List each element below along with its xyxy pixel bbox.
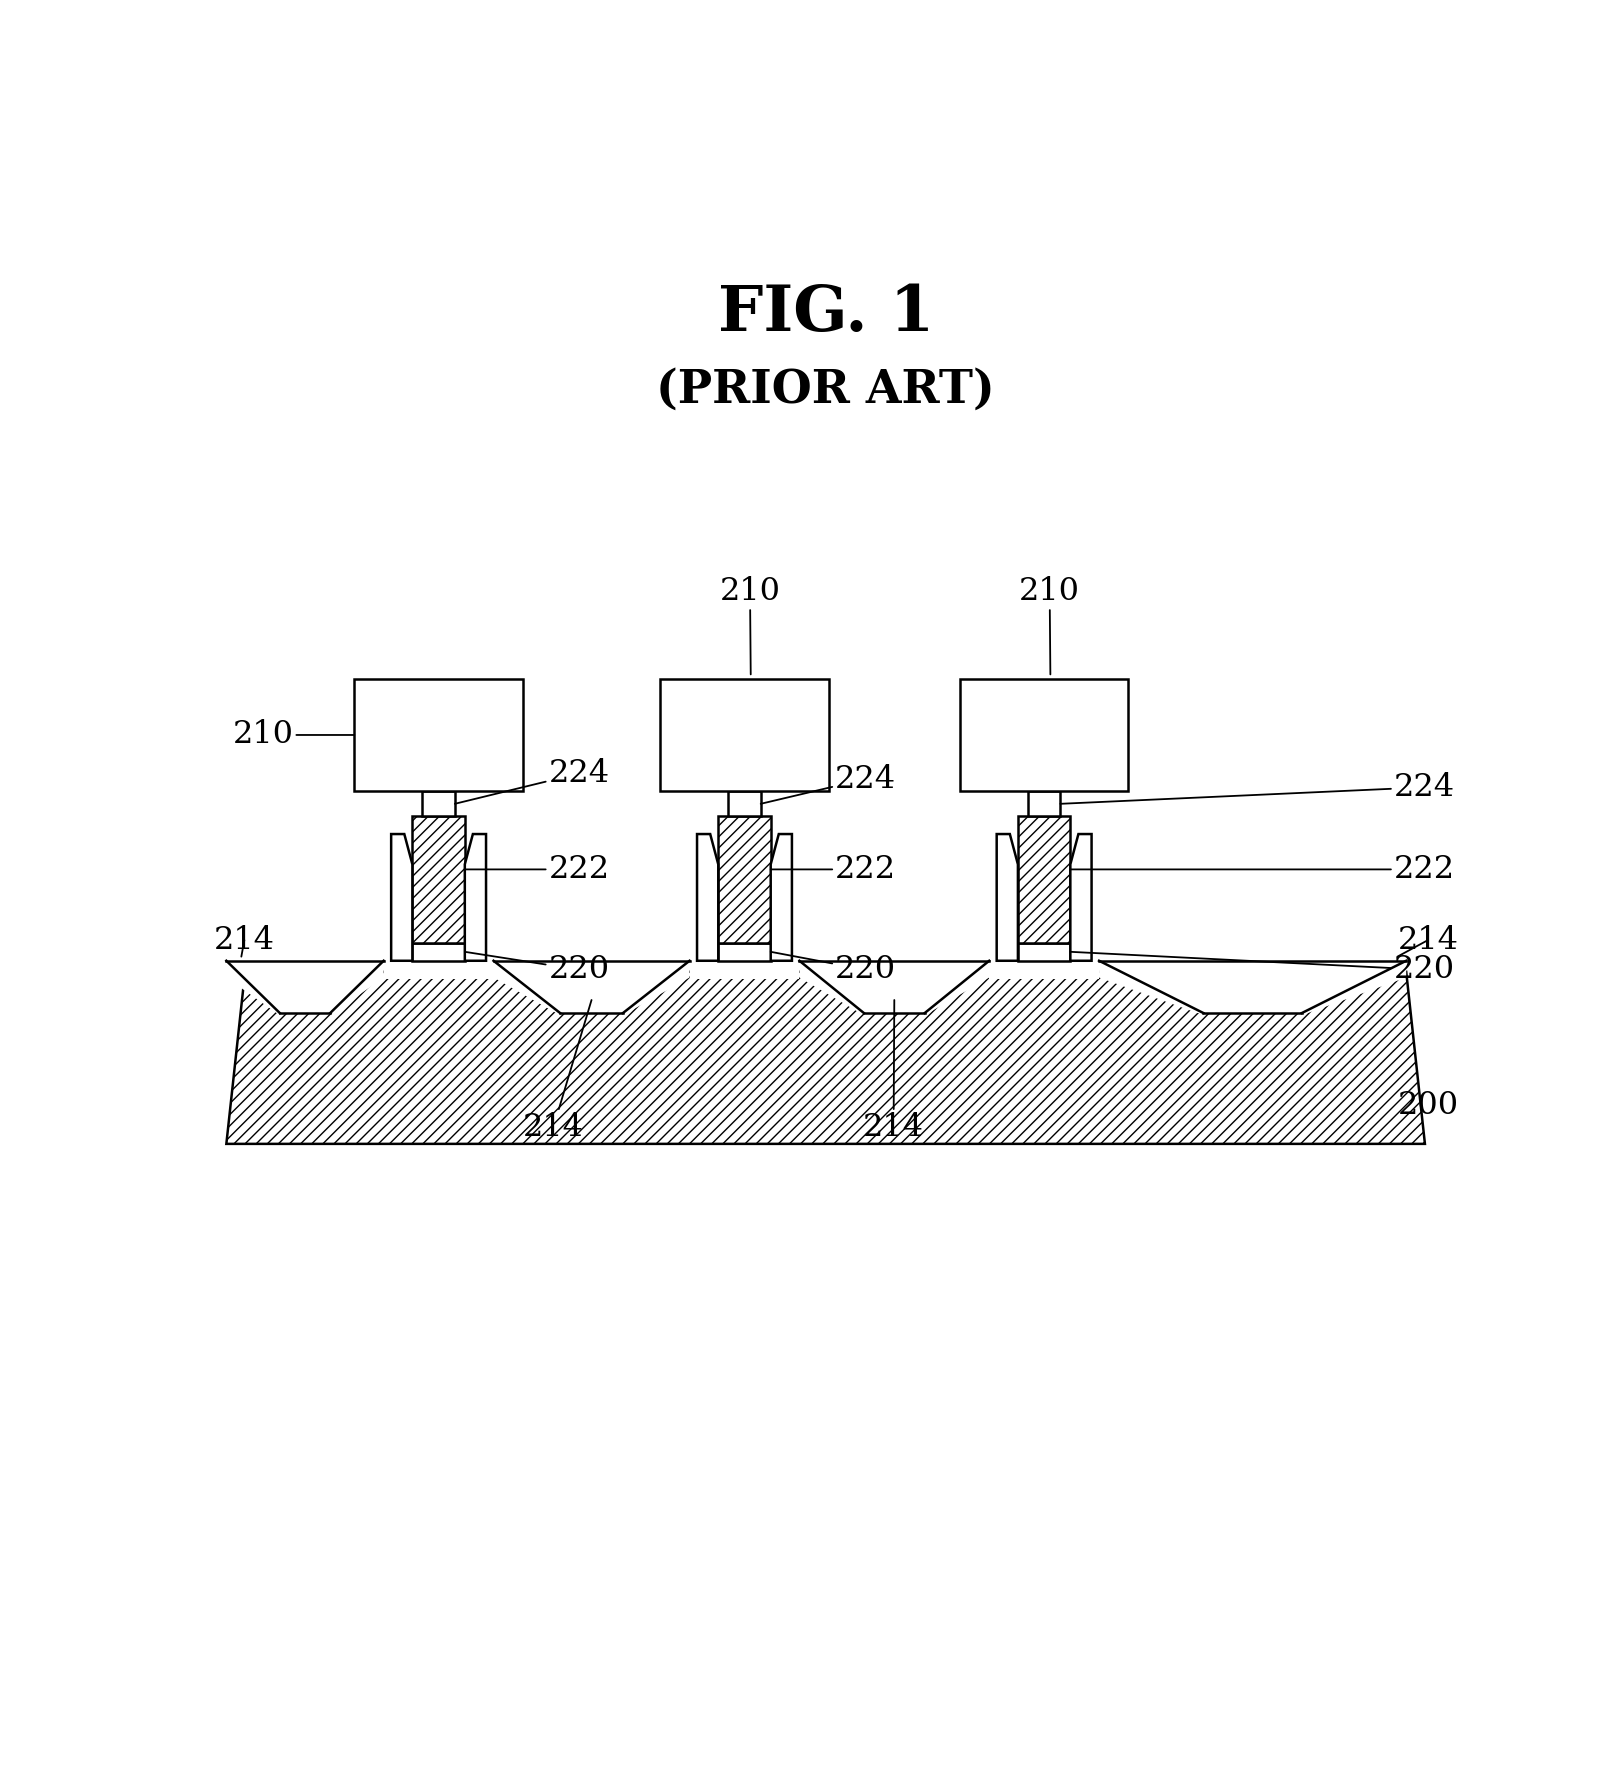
Bar xyxy=(661,678,828,792)
Text: 224: 224 xyxy=(760,763,896,805)
Text: (PRIOR ART): (PRIOR ART) xyxy=(656,367,996,413)
Bar xyxy=(719,942,770,960)
Text: 220: 220 xyxy=(770,951,896,985)
Text: 210: 210 xyxy=(1020,576,1079,674)
Text: 214: 214 xyxy=(214,924,275,957)
Text: 214: 214 xyxy=(863,999,925,1143)
Polygon shape xyxy=(226,960,383,1014)
Bar xyxy=(412,942,466,960)
Polygon shape xyxy=(226,973,1424,1144)
Polygon shape xyxy=(1070,833,1092,960)
Bar xyxy=(719,815,770,942)
Polygon shape xyxy=(997,833,1018,960)
Polygon shape xyxy=(466,833,487,960)
Polygon shape xyxy=(493,960,690,1014)
Bar xyxy=(1018,815,1070,942)
Polygon shape xyxy=(1099,960,1406,1014)
Bar xyxy=(690,958,799,978)
Bar xyxy=(412,815,466,942)
Text: 222: 222 xyxy=(1070,855,1455,885)
Bar xyxy=(422,792,454,815)
Polygon shape xyxy=(698,833,719,960)
Polygon shape xyxy=(770,833,793,960)
Text: 214: 214 xyxy=(1397,924,1458,957)
Bar xyxy=(354,678,524,792)
Bar xyxy=(1028,792,1060,815)
Text: FIG. 1: FIG. 1 xyxy=(717,283,934,343)
Polygon shape xyxy=(799,960,989,1014)
Polygon shape xyxy=(391,833,412,960)
Text: 210: 210 xyxy=(720,576,780,674)
Text: 210: 210 xyxy=(232,719,354,751)
Bar xyxy=(728,792,760,815)
Text: 200: 200 xyxy=(1397,1091,1458,1121)
Text: 224: 224 xyxy=(1060,772,1455,805)
Text: 214: 214 xyxy=(524,999,591,1143)
Bar xyxy=(383,958,493,978)
Text: 220: 220 xyxy=(466,951,609,985)
Bar xyxy=(1018,942,1070,960)
Text: 222: 222 xyxy=(466,855,609,885)
Text: 222: 222 xyxy=(770,855,896,885)
Text: 224: 224 xyxy=(454,758,609,805)
Bar xyxy=(989,958,1099,978)
Text: 220: 220 xyxy=(1070,951,1455,985)
Bar xyxy=(960,678,1128,792)
